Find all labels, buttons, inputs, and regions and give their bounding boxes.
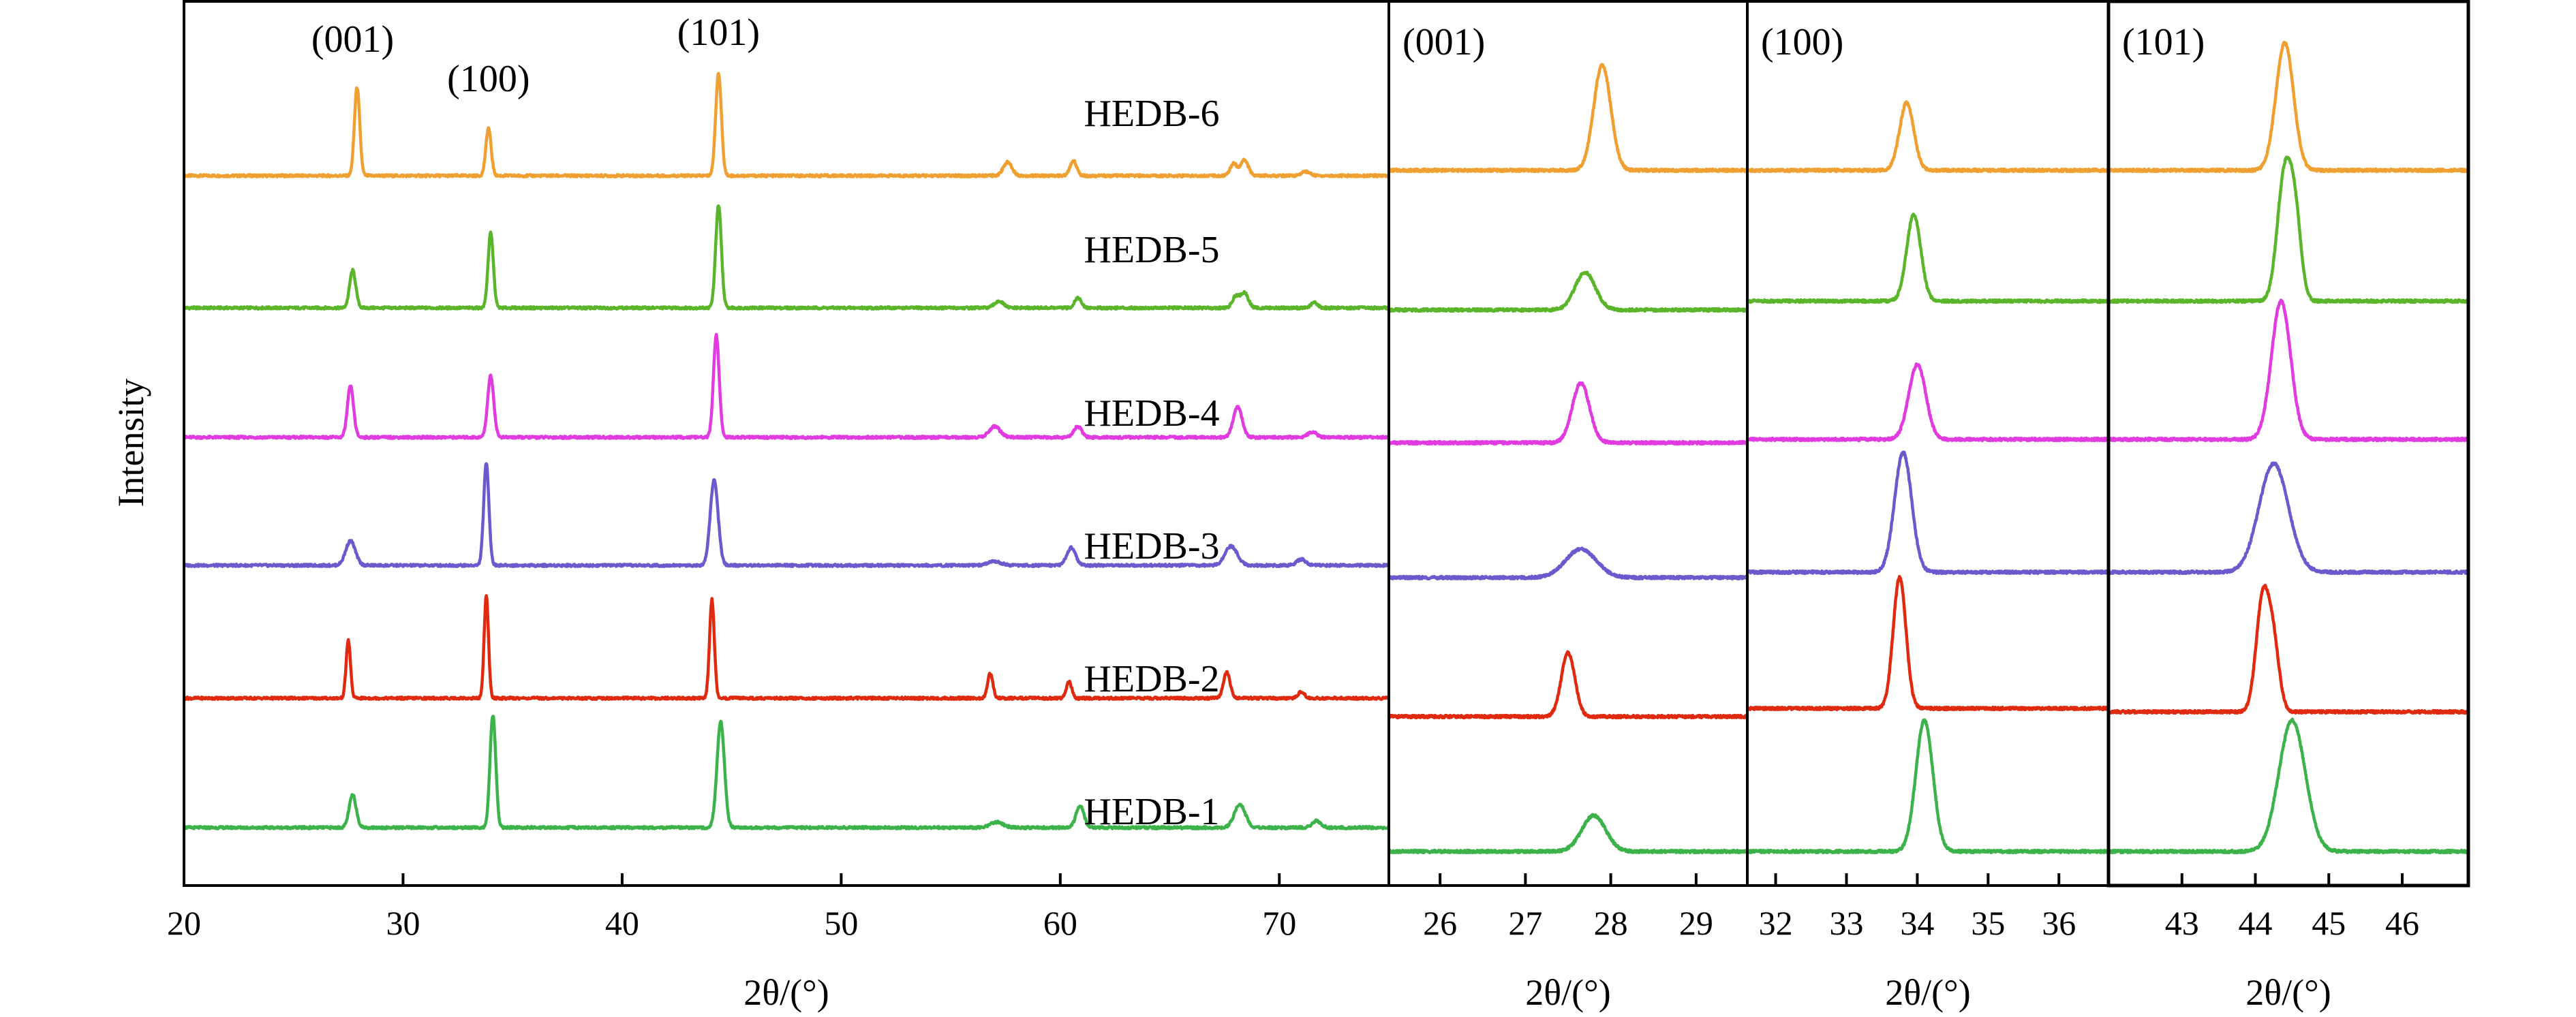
- x-tick-label: 35: [1971, 904, 2005, 942]
- series-line-hedb-4: [2107, 298, 2470, 443]
- series-label: HEDB-5: [1084, 229, 1219, 271]
- series-label: HEDB-1: [1084, 791, 1219, 833]
- series-line-hedb-3: [2107, 461, 2470, 576]
- series-line-hedb-2: [182, 594, 1390, 701]
- peak-label: (001): [1402, 21, 1485, 63]
- series-line-hedb-4: [1387, 381, 1749, 446]
- x-tick-label: 46: [2385, 904, 2419, 942]
- x-tick-label: 29: [1679, 904, 1713, 942]
- series-line-hedb-4: [183, 332, 1391, 440]
- x-tick-label: 60: [1043, 904, 1077, 942]
- x-tick-label: 33: [1829, 904, 1863, 942]
- series-line-hedb-1: [1387, 813, 1749, 855]
- x-tick-label: 20: [167, 904, 201, 942]
- x-tick-label: 32: [1759, 904, 1793, 942]
- series-line-hedb-5: [2106, 155, 2470, 304]
- x-tick-label: 26: [1423, 904, 1457, 942]
- series-line-hedb-5: [1745, 213, 2111, 304]
- series-line-hedb-1: [1745, 718, 2111, 855]
- x-tick-label: 28: [1594, 904, 1628, 942]
- panel-2: 26 27 28 29 2θ/(°) (001): [1387, 0, 1749, 1013]
- x-axis-label: 2θ/(°): [743, 972, 829, 1013]
- panel-4: 43 44 45 46 2θ/(°) (101): [2106, 0, 2470, 1013]
- x-tick-label: 43: [2165, 904, 2199, 942]
- x-tick-label: 45: [2312, 904, 2346, 942]
- x-tick-label: 44: [2239, 904, 2273, 942]
- peak-label: (100): [447, 58, 530, 100]
- x-tick-label: 40: [605, 904, 639, 942]
- series-line-hedb-2: [1387, 650, 1749, 720]
- x-tick-label: 34: [1900, 904, 1934, 942]
- series-line-hedb-3: [1746, 450, 2110, 576]
- series-label: HEDB-2: [1084, 658, 1219, 700]
- series-line-hedb-1: [183, 715, 1390, 830]
- x-tick-label: 27: [1508, 904, 1542, 942]
- series-line-hedb-5: [1387, 270, 1749, 313]
- series-line-hedb-1: [2107, 717, 2470, 855]
- series-line-hedb-6: [182, 72, 1390, 178]
- panel-1: 20 30 40 50 60 70 2θ/(°) (001) (100) (101) HEDB-6 H…: [167, 0, 1391, 1013]
- x-axis-label: 2θ/(°): [1885, 972, 1970, 1013]
- series-line-hedb-3: [1387, 546, 1749, 581]
- x-tick-label: 36: [2042, 904, 2076, 942]
- series-label: HEDB-3: [1084, 525, 1219, 567]
- series-line-hedb-3: [183, 462, 1390, 568]
- series-line-hedb-6: [1746, 100, 2110, 174]
- panel-frame: [2106, 0, 2470, 888]
- series-label: HEDB-6: [1084, 93, 1219, 135]
- series-label: HEDB-4: [1084, 392, 1219, 435]
- peak-label: (001): [311, 18, 394, 61]
- series-line-hedb-2: [1745, 574, 2110, 712]
- series-line-hedb-2: [2107, 583, 2470, 715]
- series-line-hedb-5: [182, 204, 1390, 311]
- panel-frame: [1746, 0, 2110, 887]
- x-axis-label: 2θ/(°): [2245, 972, 2331, 1013]
- series-line-hedb-4: [1745, 362, 2111, 443]
- x-tick-label: 30: [386, 904, 420, 942]
- x-tick-label: 50: [824, 904, 858, 942]
- x-tick-label: 70: [1262, 904, 1296, 942]
- series-line-hedb-6: [1387, 63, 1749, 174]
- x-axis-label: 2θ/(°): [1525, 972, 1610, 1013]
- series-line-hedb-6: [2107, 40, 2470, 174]
- y-axis-label: Intensity: [110, 379, 151, 507]
- peak-label: (101): [677, 12, 760, 54]
- panel-3: 32 33 34 35 36 2θ/(°) (100): [1745, 0, 2111, 1013]
- peak-label: (101): [2122, 21, 2205, 63]
- peak-label: (100): [1761, 21, 1843, 63]
